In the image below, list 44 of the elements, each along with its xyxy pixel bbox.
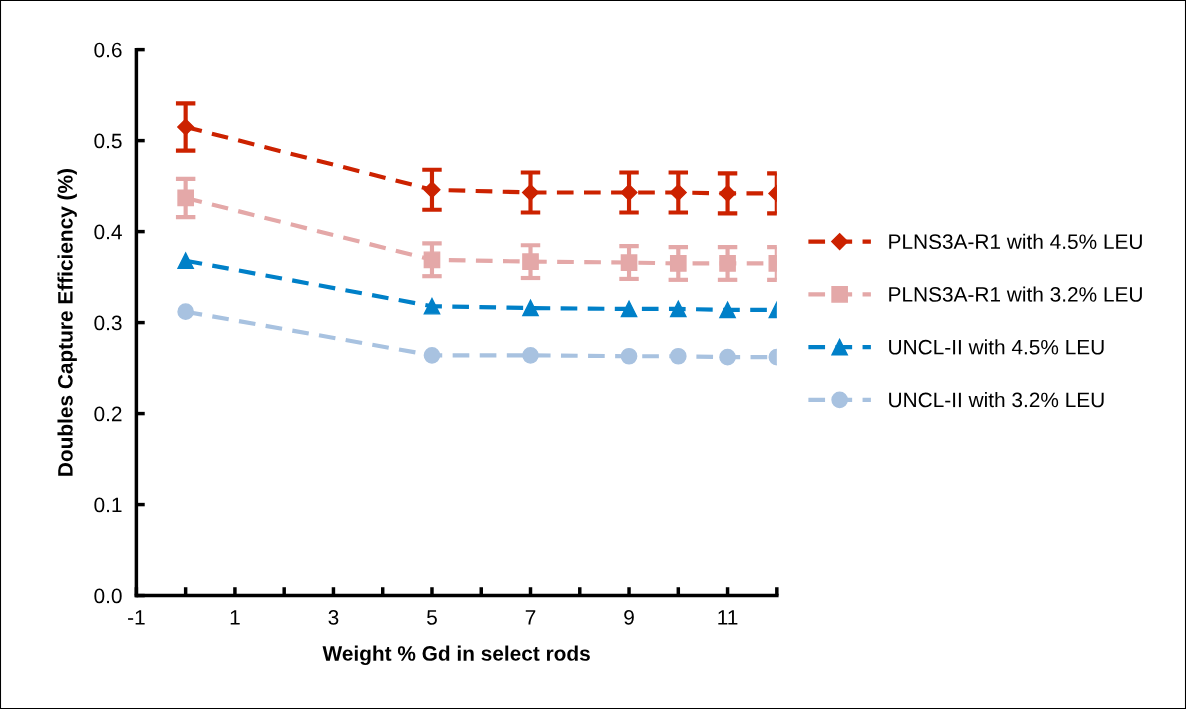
point [719, 301, 736, 319]
point [423, 181, 441, 199]
point [522, 347, 539, 364]
y-tick-label: 0.3 [94, 315, 122, 331]
x-tick-label: 5 [427, 610, 437, 625]
point [620, 254, 638, 271]
point [423, 251, 441, 269]
y-tick-label: 0.1 [94, 497, 122, 513]
x-tick-label: 1 [230, 610, 240, 625]
x-tick-label: 7 [525, 610, 536, 625]
point [177, 189, 194, 207]
x-tick-label: -1 [128, 610, 145, 625]
y-tick-label: 0.5 [94, 133, 122, 149]
x-axis-title: Weight % Gd in select rods [322, 645, 590, 666]
point [522, 299, 539, 317]
point [620, 347, 638, 365]
y-tick-label: 0.0 [94, 588, 122, 604]
point [423, 297, 441, 315]
point [620, 300, 638, 318]
x-tick-label: 3 [328, 610, 339, 625]
x-tick-label: 9 [624, 610, 634, 625]
point [177, 118, 195, 136]
y-axis-title: Doubles Capture Efficiency (%) [57, 169, 77, 476]
point [669, 347, 687, 365]
y-tick-label: 0.4 [94, 224, 122, 240]
point [719, 255, 736, 272]
point [522, 253, 539, 270]
point [719, 348, 736, 366]
point [719, 184, 737, 202]
point [669, 183, 687, 202]
point [620, 183, 638, 202]
point [177, 303, 194, 321]
point [669, 255, 687, 272]
legend-label: PLNS3A-R1 with 3.2% LEU [889, 286, 1142, 302]
point [521, 183, 540, 202]
legend-label: UNCL-II with 4.5% LEU [889, 339, 1104, 355]
legend-label: UNCL-II with 3.2% LEU [889, 392, 1104, 408]
y-tick-label: 0.2 [94, 406, 122, 422]
point [423, 347, 441, 364]
legend-label: PLNS3A-R1 with 4.5% LEU [889, 233, 1142, 250]
point [669, 300, 687, 318]
x-tick-label: 11 [718, 610, 738, 625]
point [177, 252, 194, 270]
y-tick-label: 0.6 [94, 42, 122, 58]
